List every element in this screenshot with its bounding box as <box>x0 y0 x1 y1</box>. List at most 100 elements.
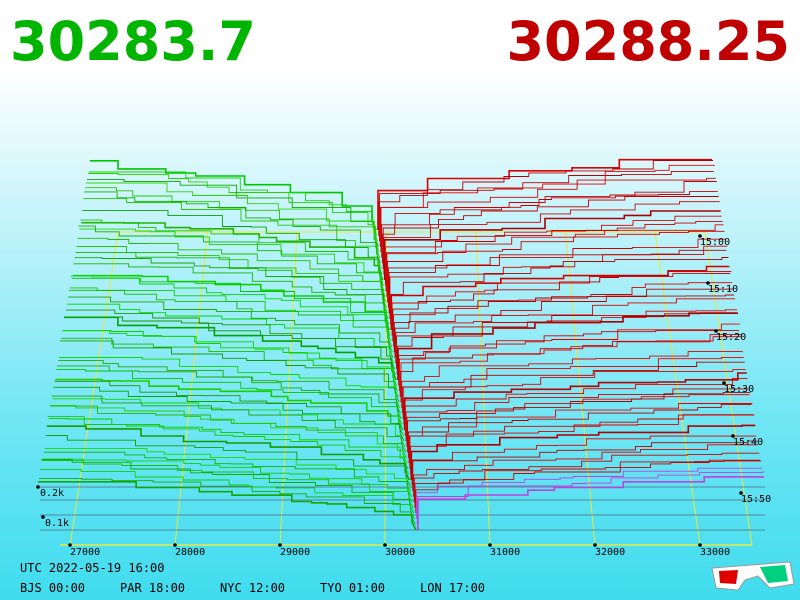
bid-depth-line <box>54 380 404 436</box>
bid-depth-line <box>45 435 411 486</box>
time-dot <box>731 434 735 438</box>
ask-depth-line <box>388 249 727 314</box>
ask-depth-line <box>412 440 758 492</box>
ask-depth-line <box>393 282 733 347</box>
bid-depth-line <box>88 173 378 242</box>
bid-depth-line <box>52 398 406 447</box>
glasses-icon[interactable] <box>711 561 795 591</box>
ask-price: 30288.25 <box>506 10 790 73</box>
grid-line <box>279 231 298 546</box>
depth-lines <box>38 158 764 531</box>
zone-time: LON 17:00 <box>420 581 485 595</box>
ask-depth-line <box>403 372 747 430</box>
grid-line <box>69 231 119 546</box>
ask-depth-line <box>409 414 754 469</box>
ask-depth-line <box>379 164 715 247</box>
time-dot <box>714 329 718 333</box>
ask-depth-line <box>407 391 751 453</box>
bid-depth-line <box>59 357 401 408</box>
ask-depth-line <box>382 196 719 269</box>
bid-depth-line <box>79 228 385 292</box>
ask-depth-line <box>399 323 740 392</box>
ask-depth-line <box>379 170 714 242</box>
bid-depth-line <box>50 405 407 459</box>
bid-depth-line <box>67 296 394 358</box>
ask-depth-line <box>401 351 743 408</box>
tick-dot <box>278 543 282 547</box>
price-tick-label: 33000 <box>700 547 730 558</box>
ask-depth-line <box>399 336 741 397</box>
ask-depth-line <box>403 368 746 425</box>
bid-depth-line <box>63 330 398 386</box>
bid-depth-line <box>87 178 379 247</box>
time-tick-label: 15:00 <box>700 237 730 248</box>
ask-depth-line <box>413 444 759 497</box>
time-dot <box>722 381 726 385</box>
bid-depth-line <box>83 198 382 270</box>
ask-depth-line <box>398 330 739 386</box>
depth-tick-label: 0.2k <box>40 488 64 499</box>
depth-dot <box>41 515 45 519</box>
time-tick-label: 15:20 <box>716 332 746 343</box>
bid-depth-line <box>48 418 409 470</box>
ask-depth-line <box>416 471 764 525</box>
ask-depth-line <box>414 459 761 508</box>
ask-depth-line <box>395 298 736 364</box>
ask-depth-line <box>397 312 738 380</box>
tick-dot <box>383 543 387 547</box>
bid-depth-line <box>62 330 398 392</box>
axis-labels: 27000 28000 29000 30000 31000 32000 33000 0.2k 0… <box>36 234 771 558</box>
price-tick-label: 32000 <box>595 547 625 558</box>
bid-depth-line <box>64 316 397 381</box>
ask-depth-line <box>378 160 713 236</box>
zone-time: TYO 01:00 <box>320 581 385 595</box>
bid-depth-line <box>44 448 412 492</box>
ask-depth-line <box>402 361 745 419</box>
zone-time: NYC 12:00 <box>220 581 285 595</box>
bid-depth-line <box>42 458 413 503</box>
bid-depth-line <box>55 378 404 431</box>
bid-depth-line <box>84 191 381 264</box>
ask-depth-line <box>384 215 722 286</box>
price-tick-label: 28000 <box>175 547 205 558</box>
bid-depth-line <box>39 477 416 525</box>
ask-depth-line <box>410 414 755 475</box>
zone-time: PAR 18:00 <box>120 581 185 595</box>
grid-line <box>565 231 596 546</box>
tick-dot <box>173 543 177 547</box>
depth-tick-label: 0.1k <box>45 518 69 529</box>
price-tick-label: 30000 <box>385 547 415 558</box>
bid-depth-line <box>75 251 388 314</box>
price-tick-label: 27000 <box>70 547 100 558</box>
bid-depth-line <box>43 451 412 497</box>
ask-depth-line <box>413 452 760 503</box>
ask-depth-line <box>410 424 756 480</box>
ask-depth-line <box>389 245 728 319</box>
bid-depth-line <box>60 340 400 403</box>
bid-depth-line <box>41 460 414 509</box>
bid-depth-line <box>38 481 417 531</box>
ask-depth-line <box>405 388 749 442</box>
ask-depth-line <box>407 404 752 458</box>
ask-depth-line <box>404 377 748 436</box>
bid-depth-line <box>81 221 384 281</box>
grid-line <box>475 231 491 546</box>
bid-depth-line <box>90 160 377 231</box>
price-tick-label: 29000 <box>280 547 310 558</box>
ask-depth-line <box>380 177 716 253</box>
time-tick-label: 15:30 <box>724 384 754 395</box>
ask-depth-line <box>396 309 737 375</box>
bid-depth-line <box>77 237 387 303</box>
bid-depth-line <box>65 316 396 375</box>
bid-price: 30283.7 <box>10 10 256 73</box>
tick-dot <box>698 543 702 547</box>
ask-depth-line <box>390 257 729 325</box>
bid-depth-line <box>70 275 392 342</box>
ask-depth-line <box>400 334 742 403</box>
tick-dot <box>488 543 492 547</box>
bid-depth-line <box>61 337 399 397</box>
time-dot <box>739 491 743 495</box>
bid-depth-line <box>51 395 407 453</box>
ask-depth-line <box>390 265 730 330</box>
